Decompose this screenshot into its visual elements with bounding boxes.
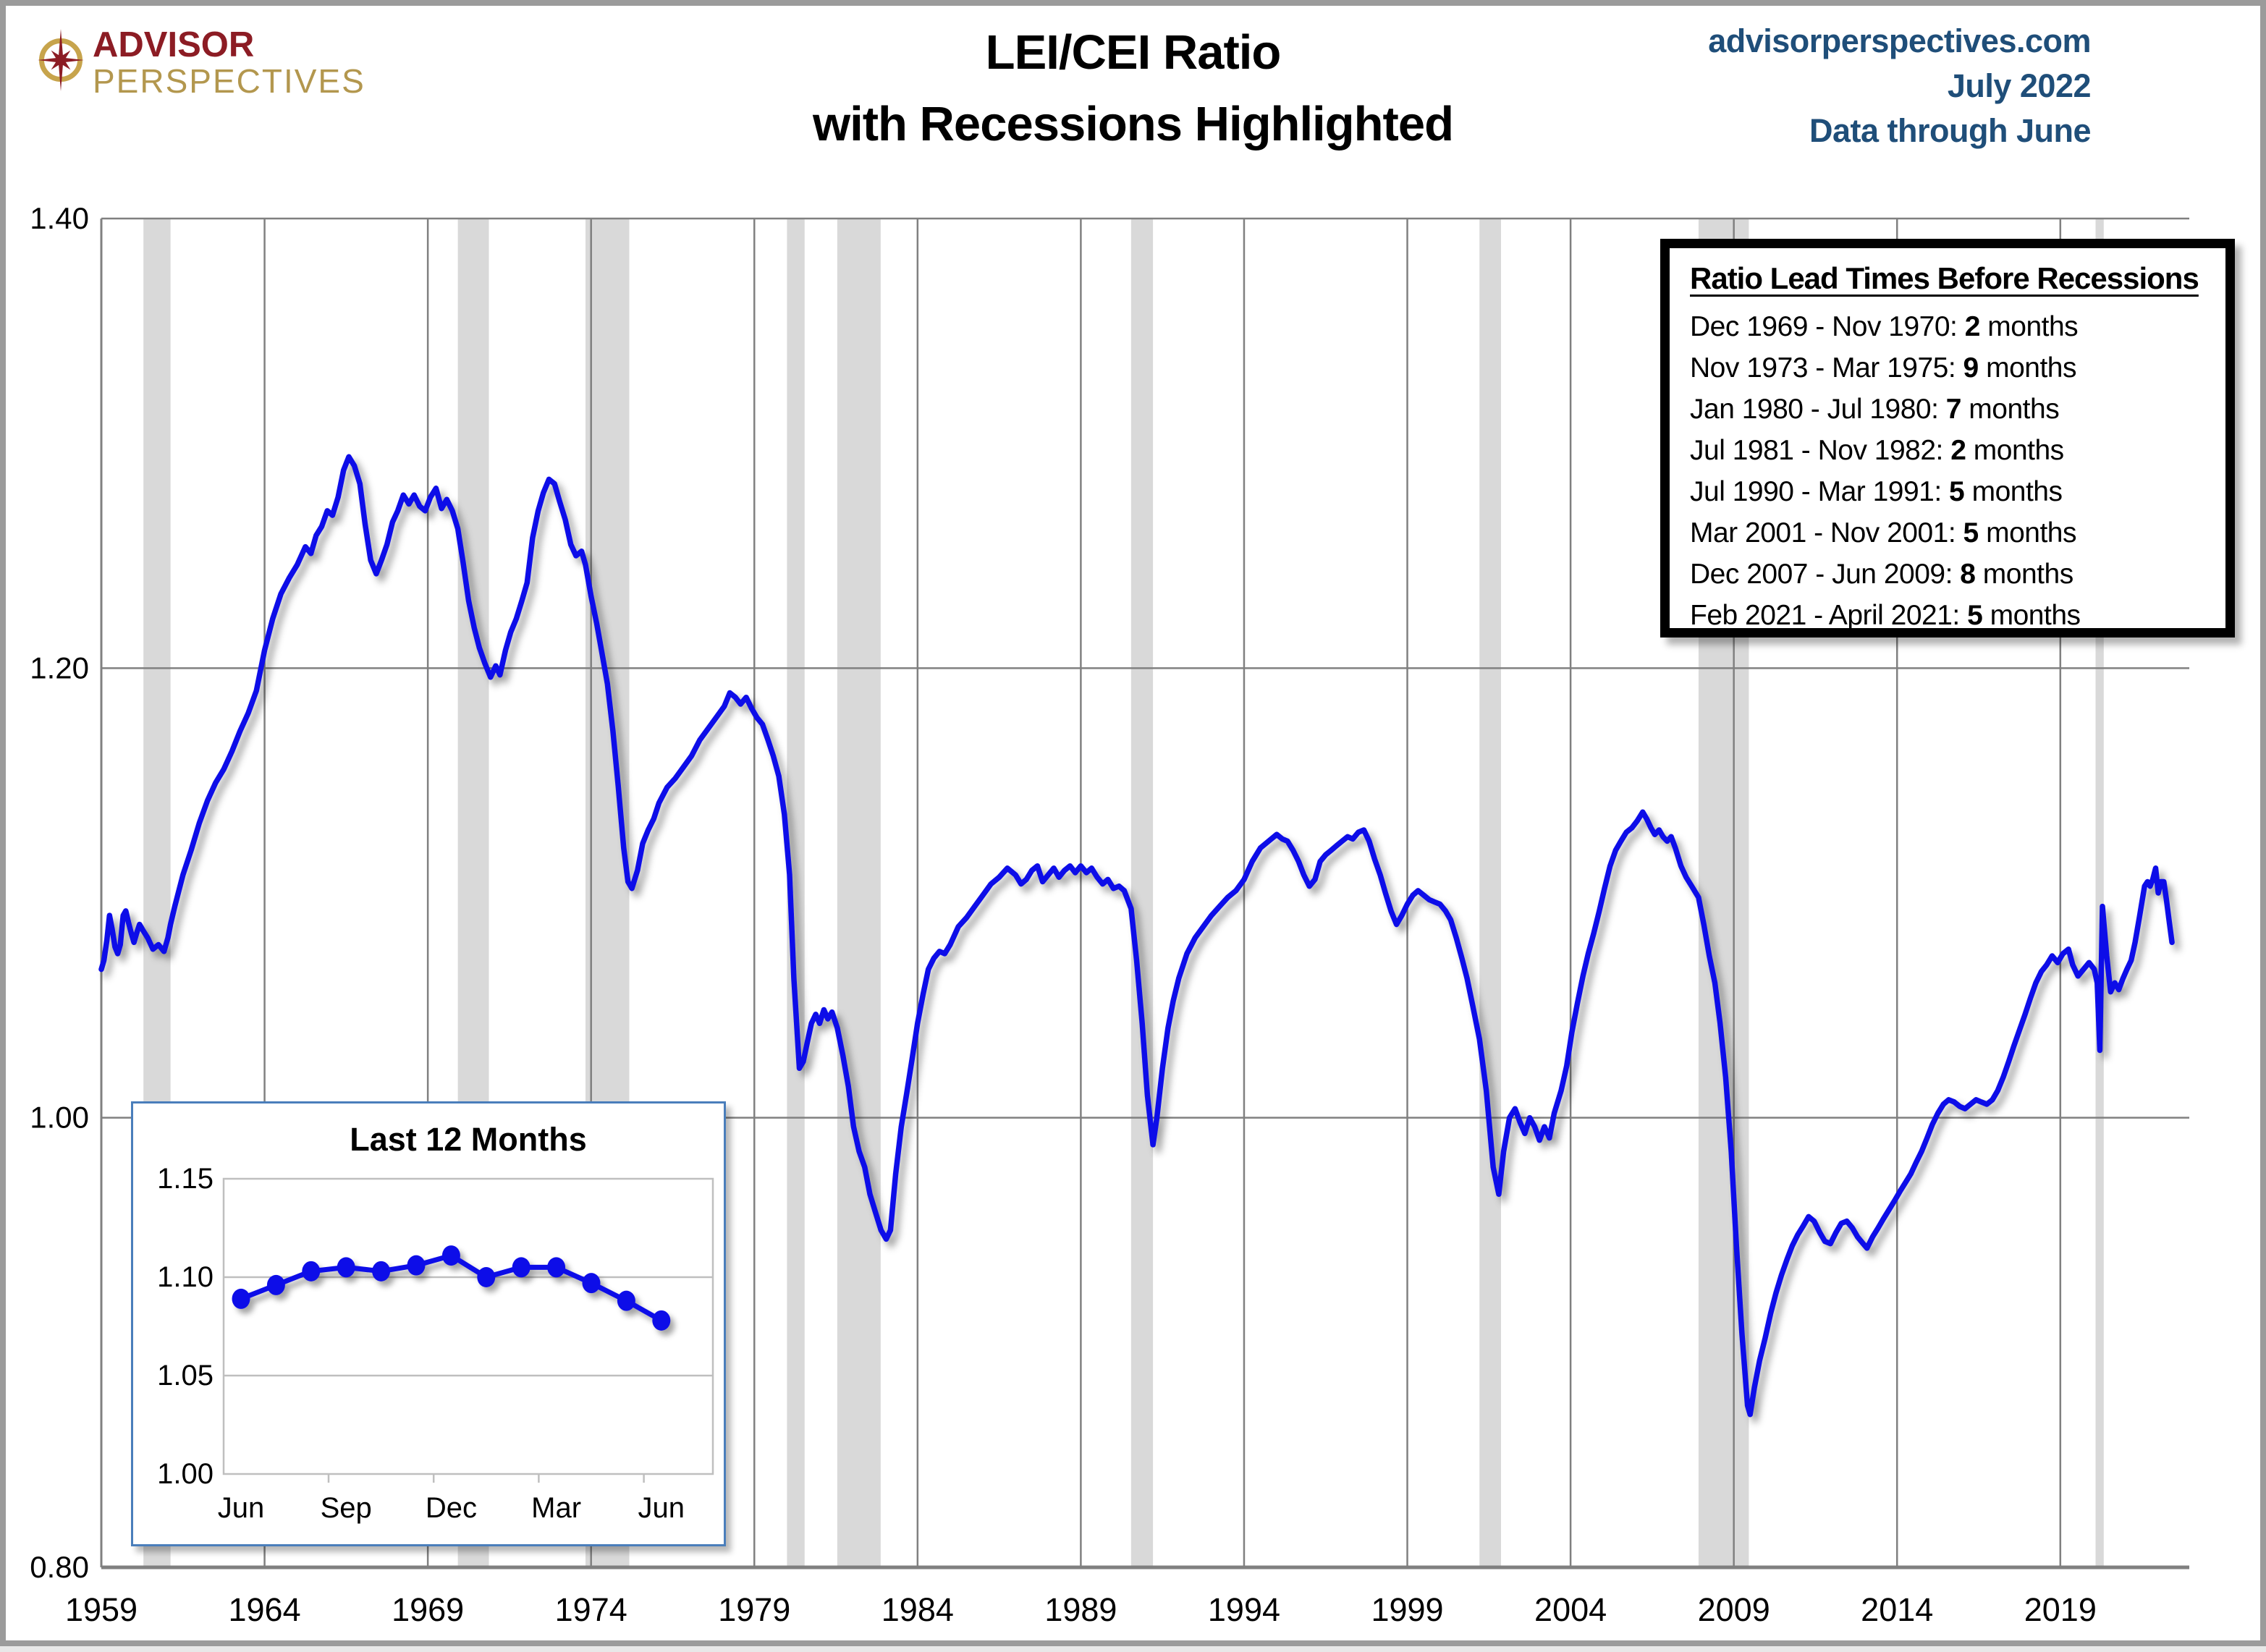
lei-cei-ratio-line bbox=[98, 454, 2175, 1418]
logo-word-advisor: ADVISOR bbox=[93, 25, 255, 64]
source-date: July 2022 bbox=[1947, 67, 2092, 104]
x-axis-label: 1969 bbox=[392, 1591, 464, 1628]
x-axis-label: 1959 bbox=[65, 1591, 138, 1628]
x-axis-label: 1999 bbox=[1371, 1591, 1443, 1628]
lead-time-entry: Nov 1973 - Mar 1975: 9 months bbox=[1690, 352, 2076, 384]
main-chart: 1.40 1.20 1.00 0.80 1959 1964 1969 1974 1979 1984… bbox=[30, 201, 2189, 1628]
inset-plot-border bbox=[222, 1177, 714, 1475]
x-axis-label: 1989 bbox=[1044, 1591, 1117, 1628]
chart-title-line1: LEI/CEI Ratio bbox=[985, 25, 1282, 80]
x-axis-label: 2009 bbox=[1698, 1591, 1770, 1628]
inset-series bbox=[232, 1245, 671, 1331]
lead-time-entry: Mar 2001 - Nov 2001: 5 months bbox=[1690, 517, 2076, 548]
recession-band bbox=[1130, 219, 1154, 1567]
inset-point bbox=[652, 1310, 671, 1331]
x-axis-label: 1994 bbox=[1208, 1591, 1280, 1628]
source-note: Data through June bbox=[1809, 112, 2092, 149]
inset-point bbox=[266, 1274, 285, 1295]
recession-band bbox=[837, 219, 881, 1567]
x-axis-label: 1984 bbox=[882, 1591, 954, 1628]
inset-point bbox=[582, 1273, 601, 1294]
inset-point bbox=[337, 1257, 355, 1278]
lead-time-entry: Dec 2007 - Jun 2009: 8 months bbox=[1690, 559, 2073, 590]
source-site: advisorperspectives.com bbox=[1708, 22, 2091, 59]
lead-times-entries: Dec 1969 - Nov 1970: 2 months Nov 1973 - … bbox=[1690, 306, 2225, 636]
inset-x-axis-label: Jun bbox=[638, 1492, 685, 1524]
recession-band bbox=[1479, 219, 1502, 1567]
y-axis-label: 0.80 bbox=[30, 1550, 89, 1584]
inset-x-axis-label: Sep bbox=[321, 1492, 372, 1524]
inset-y-axis-label: 1.10 bbox=[157, 1261, 214, 1293]
inset-y-axis-label: 1.00 bbox=[157, 1458, 214, 1490]
inset-point bbox=[477, 1267, 496, 1287]
inset-y-axis-label: 1.15 bbox=[157, 1163, 214, 1195]
inset-y-axis-label: 1.05 bbox=[157, 1360, 214, 1392]
compass-icon bbox=[38, 29, 84, 91]
inset-point bbox=[232, 1288, 250, 1309]
lead-times-title: Ratio Lead Times Before Recessions bbox=[1690, 261, 2199, 295]
y-axis-label: 1.00 bbox=[30, 1101, 89, 1135]
lead-time-entry: Feb 2021 - April 2021: 5 months bbox=[1690, 600, 2081, 631]
x-axis-label: 1974 bbox=[555, 1591, 627, 1628]
lead-time-entry: Jul 1981 - Nov 1982: 2 months bbox=[1690, 435, 2064, 466]
chart-title: LEI/CEI Ratio with Recessions Highlighte… bbox=[6, 25, 2260, 152]
y-axis-label: 1.20 bbox=[30, 651, 89, 685]
lead-times-box: Ratio Lead Times Before Recessions Dec 1… bbox=[1660, 239, 2235, 637]
x-axis-label: 2019 bbox=[2024, 1591, 2097, 1628]
lead-time-entry: Jan 1980 - Jul 1980: 7 months bbox=[1690, 394, 2060, 425]
x-axis-label: 1979 bbox=[718, 1591, 790, 1628]
inset-x-axis-label: Jun bbox=[218, 1492, 265, 1524]
inset-title: Last 12 Months bbox=[350, 1121, 587, 1158]
x-axis-label: 2014 bbox=[1861, 1591, 1933, 1628]
inset-point bbox=[547, 1257, 566, 1278]
source-block: advisorperspectives.com July 2022 Data t… bbox=[1708, 19, 2091, 153]
recession-band bbox=[2095, 219, 2104, 1567]
inset-x-axis-label: Dec bbox=[426, 1492, 477, 1524]
inset-x-axis-label: Mar bbox=[531, 1492, 581, 1524]
inset-point bbox=[407, 1255, 426, 1276]
inset-point bbox=[512, 1257, 530, 1278]
inset-point bbox=[617, 1290, 635, 1311]
inset-point bbox=[302, 1261, 321, 1282]
inset-point bbox=[441, 1245, 460, 1266]
lead-time-entry: Dec 1969 - Nov 1970: 2 months bbox=[1690, 311, 2079, 342]
inset-point bbox=[372, 1261, 391, 1282]
x-axis-label: 2004 bbox=[1534, 1591, 1607, 1628]
logo-word-perspectives: PERSPECTIVES bbox=[93, 62, 365, 100]
chart-title-line2: with Recessions Highlighted bbox=[812, 97, 1454, 151]
advisor-perspectives-logo: ADVISOR PERSPECTIVES bbox=[36, 27, 365, 98]
x-axis-label: 1964 bbox=[229, 1591, 301, 1628]
inset-chart: 1.15 1.10 1.05 1.00 Jun Sep Dec Mar Jun Last 12 … bbox=[131, 1101, 726, 1546]
y-axis-label: 1.40 bbox=[30, 201, 89, 235]
lead-time-entry: Jul 1990 - Mar 1991: 5 months bbox=[1690, 476, 2063, 507]
